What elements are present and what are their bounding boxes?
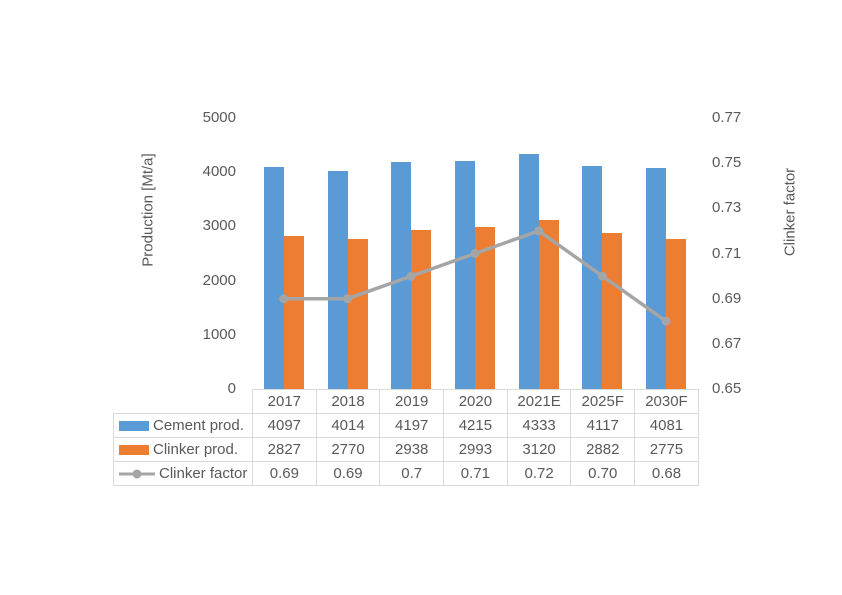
left-axis-tick-label: 3000 xyxy=(202,217,236,235)
right-axis-tick-label: 0.65 xyxy=(712,380,742,397)
value-cell-clinker-factor-2020: 0.71 xyxy=(443,461,508,486)
left-axis-tick-label: 2000 xyxy=(202,271,236,289)
value-cell-cement-prod-2030f: 4081 xyxy=(634,413,699,438)
left-axis-tick-label: 0 xyxy=(227,380,236,397)
legend-cell-clinker-prod: Clinker prod. xyxy=(113,437,253,462)
bar-cement-prod-2021e xyxy=(518,154,539,389)
value-cell-cement-prod-2019: 4197 xyxy=(379,413,445,438)
bar-cement-prod-2025f xyxy=(582,165,603,389)
value-cell-clinker-prod-2017: 2827 xyxy=(252,437,317,462)
value-cell-cement-prod-2018: 4014 xyxy=(315,413,381,438)
line-marker-2017 xyxy=(279,294,289,304)
right-axis-tick-label: 0.75 xyxy=(712,154,742,172)
legend-cell-cement-prod: Cement prod. xyxy=(113,413,253,438)
table-corner-blank xyxy=(114,390,253,414)
category-header-2019: 2019 xyxy=(379,389,445,414)
line-marker-2020 xyxy=(470,249,480,258)
legend-swatch-clinker-prod-icon xyxy=(119,444,149,455)
value-cell-clinker-prod-2019: 2938 xyxy=(379,437,445,462)
bar-cement-prod-2019 xyxy=(391,161,412,389)
line-marker-2019 xyxy=(406,271,416,281)
category-header-2020: 2020 xyxy=(443,389,508,414)
bar-clinker-prod-2017 xyxy=(283,235,304,389)
value-cell-clinker-prod-2021e: 3120 xyxy=(506,437,572,462)
value-cell-clinker-factor-2019: 0.7 xyxy=(379,461,445,486)
series-name-cement-prod: Cement prod. xyxy=(153,417,244,434)
right-axis-tick-label: 0.73 xyxy=(712,199,742,217)
left-axis-tick-label: 4000 xyxy=(202,163,236,181)
right-axis-tick-label: 0.71 xyxy=(712,244,742,262)
line-marker-2021e xyxy=(534,226,544,236)
left-axis-tick-label: 5000 xyxy=(202,109,236,126)
right-axis-title: Clinker factor xyxy=(781,167,799,257)
right-axis-tick-label: 0.67 xyxy=(712,334,742,352)
value-cell-clinker-factor-2021e: 0.72 xyxy=(506,461,572,486)
category-header-2018: 2018 xyxy=(315,389,381,414)
bar-clinker-prod-2020 xyxy=(475,226,495,389)
line-marker-2018 xyxy=(343,294,353,304)
left-axis-tick-labels: 5000 4000 3000 2000 1000 0 xyxy=(140,109,236,397)
data-table: 2017 2018 2019 2020 2021E 2025F 2030F Cement pr… xyxy=(113,389,699,486)
bar-clinker-prod-2030f xyxy=(666,238,687,389)
value-cell-clinker-prod-2018: 2770 xyxy=(315,437,381,462)
value-cell-clinker-factor-2018: 0.69 xyxy=(315,461,381,486)
right-axis-tick-label: 0.69 xyxy=(712,289,742,307)
value-cell-cement-prod-2025f: 4117 xyxy=(570,413,636,438)
series-name-clinker-prod: Clinker prod. xyxy=(153,441,239,458)
category-header-2025f: 2025F xyxy=(570,389,636,414)
legend-cell-clinker-factor: Clinker factor xyxy=(113,461,253,486)
left-axis-tick-label: 1000 xyxy=(202,325,236,343)
category-header-2017: 2017 xyxy=(252,389,317,414)
category-header-2030f: 2030F xyxy=(634,389,699,414)
value-cell-clinker-factor-2025f: 0.70 xyxy=(570,461,636,486)
bar-cement-prod-2017 xyxy=(263,166,284,389)
plot-area xyxy=(252,118,698,389)
bar-clinker-prod-2018 xyxy=(347,238,368,389)
line-series-clinker-factor xyxy=(279,226,671,326)
bar-cement-prod-2018 xyxy=(327,171,348,389)
category-header-2021e: 2021E xyxy=(506,389,572,414)
legend-swatch-clinker-factor-icon xyxy=(119,469,155,478)
value-cell-clinker-factor-2017: 0.69 xyxy=(252,461,317,486)
value-cell-clinker-prod-2020: 2993 xyxy=(443,437,508,462)
value-cell-clinker-prod-2030f: 2775 xyxy=(634,437,699,462)
value-cell-cement-prod-2021e: 4333 xyxy=(506,413,572,438)
bar-cement-prod-2030f xyxy=(646,167,667,389)
bar-clinker-prod-2025f xyxy=(602,232,623,389)
value-cell-cement-prod-2020: 4215 xyxy=(443,413,508,438)
legend-swatch-cement-prod-icon xyxy=(119,420,149,431)
bar-cement-prod-2020 xyxy=(455,160,475,389)
bar-clinker-prod-2021e xyxy=(538,219,559,389)
right-axis-tick-label: 0.77 xyxy=(712,109,742,126)
line-marker-2030f xyxy=(661,316,671,326)
value-cell-clinker-prod-2025f: 2882 xyxy=(570,437,636,462)
value-cell-clinker-factor-2030f: 0.68 xyxy=(634,461,699,486)
right-axis-tick-labels: 0.77 0.75 0.73 0.71 0.69 0.67 0.65 xyxy=(712,109,782,397)
series-name-clinker-factor: Clinker factor xyxy=(159,465,248,482)
line-marker-2025f xyxy=(597,271,607,281)
value-cell-cement-prod-2017: 4097 xyxy=(252,413,317,438)
